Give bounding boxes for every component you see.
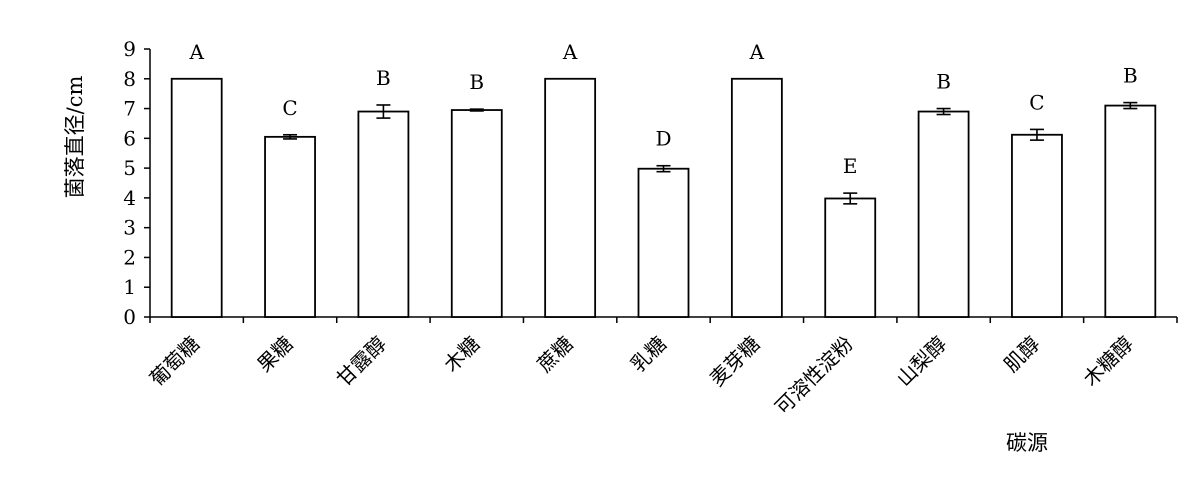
- bars: [170, 77, 1157, 318]
- x-tick-label: 可溶性淀粉: [770, 332, 858, 420]
- significance-letter: C: [282, 96, 297, 120]
- bar: [824, 197, 877, 318]
- significance-letter: B: [1123, 64, 1138, 88]
- y-tick-label: 0: [123, 305, 136, 329]
- significance-letter: B: [469, 70, 484, 94]
- y-axis-title: 菌落直径/cm: [63, 76, 87, 199]
- y-tick-label: 9: [123, 37, 136, 61]
- significance-letter: C: [1029, 90, 1044, 114]
- x-tick-label: 木糖醇: [1078, 332, 1137, 391]
- bar: [1104, 104, 1157, 318]
- bar: [264, 135, 316, 318]
- significance-letter: A: [562, 40, 578, 64]
- y-tick-label: 3: [123, 216, 136, 240]
- bar: [1011, 133, 1063, 318]
- x-tick-label: 甘露醇: [332, 332, 391, 391]
- x-tick-label: 葡萄糖: [145, 332, 204, 391]
- x-tick-label: 果糖: [252, 332, 297, 377]
- x-tick-label: 肌醇: [999, 332, 1044, 377]
- x-tick-label: 麦芽糖: [705, 332, 764, 391]
- significance-letter: A: [188, 40, 204, 64]
- y-tick-label: 1: [123, 275, 136, 299]
- y-tick-label: 5: [123, 156, 136, 180]
- significance-letter: A: [749, 40, 765, 64]
- x-tick-label: 山梨醇: [892, 332, 951, 391]
- significance-letter: B: [936, 70, 951, 94]
- axes: 0 1 2 3 4 5 6 7 8 9: [123, 37, 1178, 329]
- bar: [637, 167, 690, 318]
- bar: [917, 110, 970, 318]
- y-tick-label: 8: [123, 67, 136, 91]
- x-tick-label: 蔗糖: [532, 332, 577, 377]
- y-tick-label: 7: [123, 97, 136, 121]
- bar: [544, 77, 597, 318]
- bar: [170, 77, 223, 318]
- bar: [450, 109, 503, 318]
- x-tick-label: 木糖: [439, 332, 484, 377]
- significance-letter: B: [376, 66, 391, 90]
- x-tick-label: 乳糖: [626, 332, 671, 377]
- bar: [357, 110, 410, 318]
- x-axis-title: 碳源: [1006, 431, 1048, 455]
- y-tick-label: 2: [123, 245, 136, 269]
- y-tick-label: 4: [123, 186, 136, 210]
- significance-letter: E: [843, 154, 858, 178]
- y-tick-label: 6: [123, 126, 136, 150]
- bar: [730, 77, 783, 318]
- significance-letter: D: [655, 127, 671, 151]
